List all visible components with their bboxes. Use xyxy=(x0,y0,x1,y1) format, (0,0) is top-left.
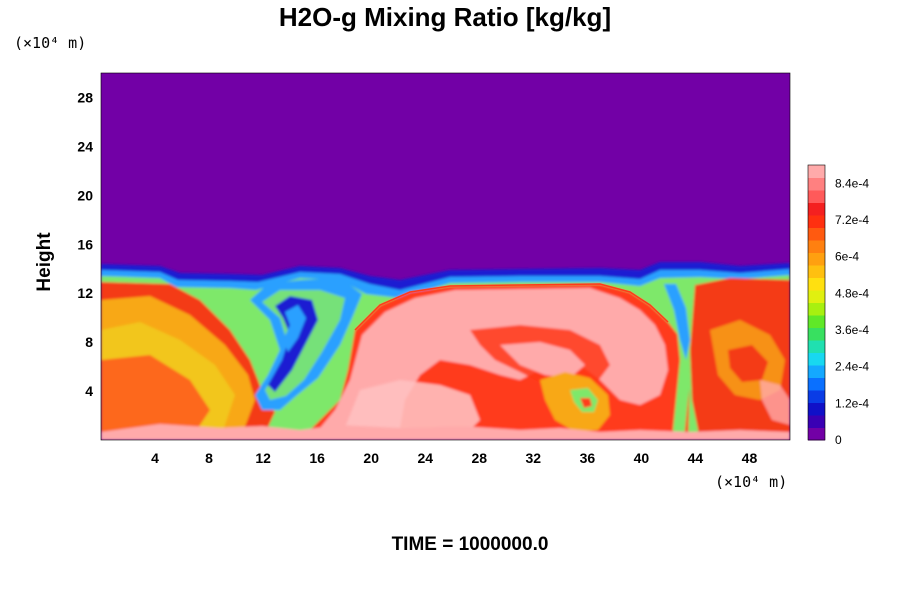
colorbar-segment xyxy=(808,402,825,416)
colorbar-segment xyxy=(808,177,825,191)
colorbar-segment xyxy=(808,377,825,391)
colorbar-segment xyxy=(808,327,825,341)
y-tick-label: 28 xyxy=(77,89,93,105)
colorbar-segment xyxy=(808,302,825,316)
colorbar-segment xyxy=(808,215,825,228)
colorbar-segment xyxy=(808,390,825,403)
x-tick-label: 4 xyxy=(151,450,159,466)
y-axis-ticks: 4 8 12 16 20 24 28 xyxy=(77,89,93,399)
colorbar xyxy=(807,164,826,441)
colorbar-tick-label: 2.4e-4 xyxy=(835,360,869,374)
colorbar-tick-label: 4.8e-4 xyxy=(835,286,869,300)
y-tick-label: 16 xyxy=(77,236,93,252)
colorbar-segment xyxy=(808,415,825,428)
plot-area xyxy=(101,73,790,440)
colorbar-segment xyxy=(808,165,825,178)
cloud-top-outline xyxy=(354,283,669,331)
time-annotation: TIME = 1000000.0 xyxy=(392,534,549,555)
y-tick-label: 20 xyxy=(77,187,93,203)
colorbar-tick-label: 7.2e-4 xyxy=(835,213,869,227)
colorbar-tick-label: 8.4e-4 xyxy=(835,176,869,190)
chart-title: H2O-g Mixing Ratio [kg/kg] xyxy=(279,2,611,32)
colorbar-tick-label: 1.2e-4 xyxy=(835,396,869,410)
colorbar-segment xyxy=(808,227,825,241)
y-unit-label: (×10⁴ m) xyxy=(14,34,86,52)
colorbar-segment xyxy=(808,340,825,353)
x-tick-label: 16 xyxy=(309,450,325,466)
y-axis-label: Height xyxy=(34,232,55,292)
x-tick-label: 28 xyxy=(471,450,487,466)
plot-frame xyxy=(100,72,791,441)
colorbar-segment xyxy=(808,352,825,366)
x-unit-label: (×10⁴ m) xyxy=(715,473,787,491)
x-axis-ticks: 4 8 12 16 20 24 28 32 36 40 44 48 xyxy=(151,450,757,466)
colorbar-segment xyxy=(808,190,825,203)
x-tick-label: 32 xyxy=(526,450,542,466)
colorbar-ticks: 0 1.2e-4 2.4e-4 3.6e-4 4.8e-4 6e-4 7.2e-4 8.4e-… xyxy=(835,176,869,447)
colorbar-segment xyxy=(808,265,825,278)
x-tick-label: 44 xyxy=(688,450,704,466)
colorbar-segment xyxy=(808,252,825,266)
colorbar-segment xyxy=(808,240,825,253)
colorbar-frame xyxy=(807,164,826,441)
x-tick-label: 12 xyxy=(255,450,271,466)
y-tick-label: 24 xyxy=(77,138,93,154)
colorbar-segment xyxy=(808,365,825,378)
y-tick-label: 8 xyxy=(85,334,93,350)
colorbar-segment xyxy=(808,290,825,303)
x-tick-label: 8 xyxy=(205,450,213,466)
colorbar-tick-label: 0 xyxy=(835,433,842,447)
y-tick-label: 4 xyxy=(85,383,93,399)
x-tick-label: 40 xyxy=(634,450,650,466)
colorbar-tick-label: 3.6e-4 xyxy=(835,323,869,337)
colorbar-segment xyxy=(808,427,825,441)
colorbar-segment xyxy=(808,315,825,328)
x-tick-label: 36 xyxy=(580,450,596,466)
colorbar-tick-label: 6e-4 xyxy=(835,250,859,264)
y-tick-label: 12 xyxy=(77,285,93,301)
colorbar-segment xyxy=(808,277,825,291)
x-tick-label: 48 xyxy=(742,450,758,466)
x-tick-label: 20 xyxy=(363,450,379,466)
colorbar-segment xyxy=(808,202,825,216)
x-tick-label: 24 xyxy=(417,450,433,466)
